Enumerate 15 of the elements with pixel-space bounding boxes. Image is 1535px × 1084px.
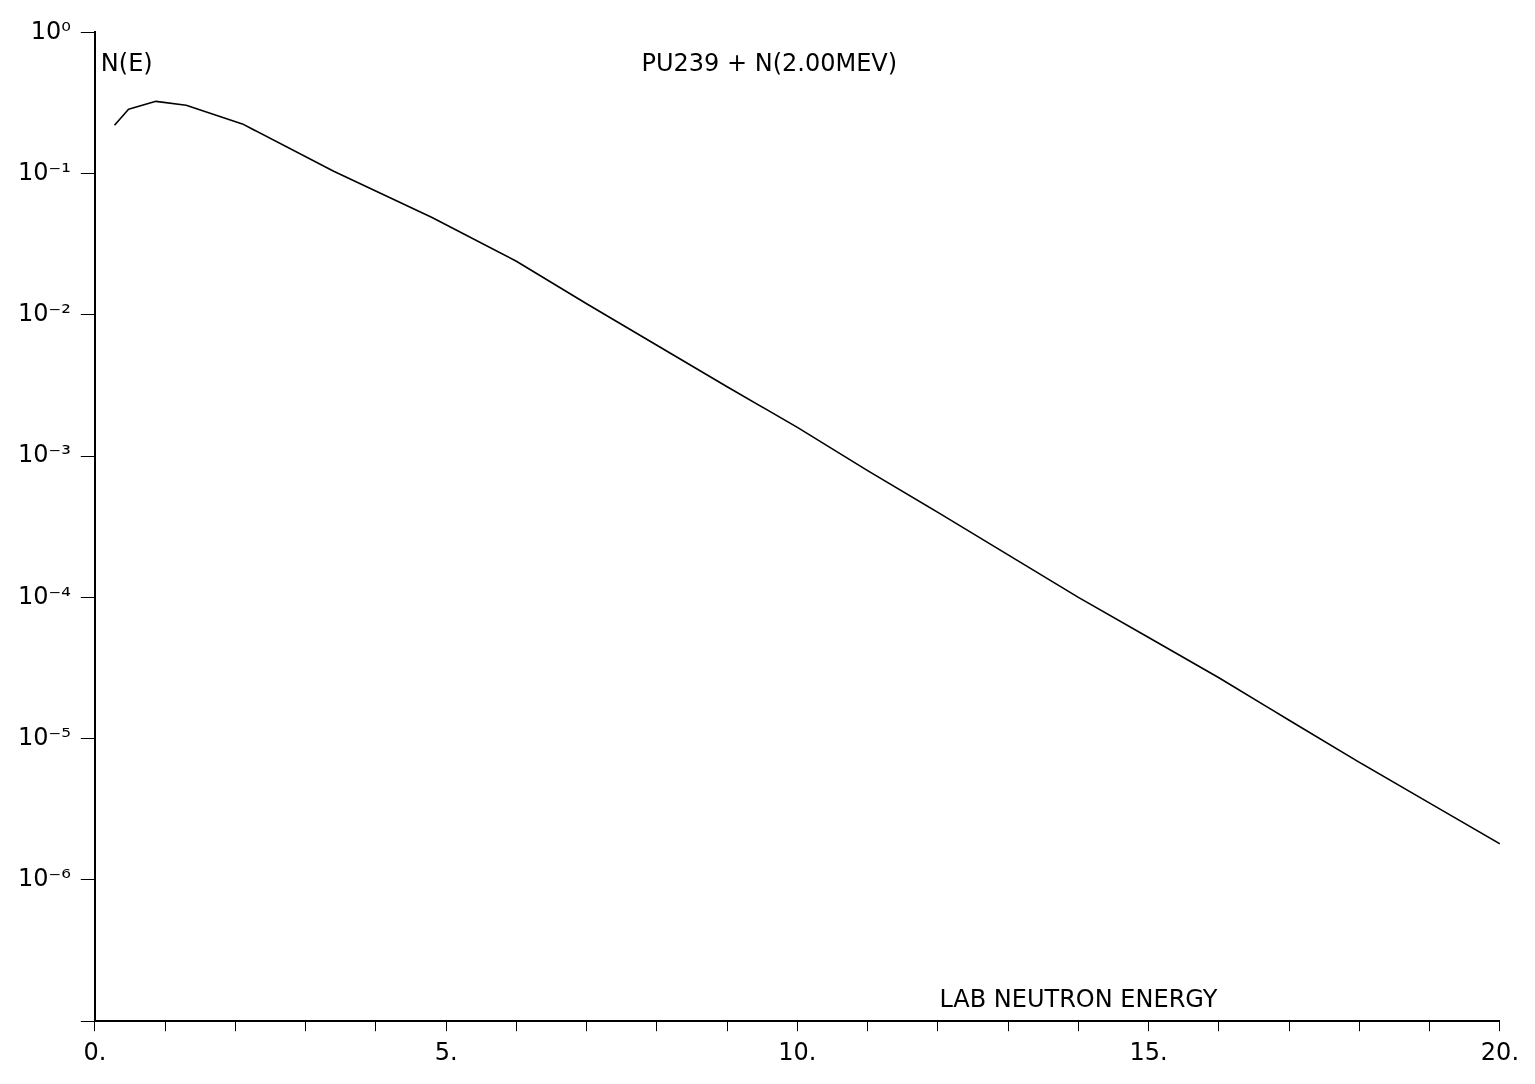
y-tick-label: 10⁻¹ [18,157,71,186]
x-tick-label: 15. [1129,1037,1168,1066]
x-tick-label: 20. [1480,1037,1519,1066]
x-axis-title: LAB NEUTRON ENERGY [939,985,1218,1014]
y-tick-label: 10⁻² [18,299,71,328]
y-tick-label: 10⁰ [30,16,71,45]
x-tick-label: 5. [434,1037,458,1066]
y-tick-label: 10⁻⁵ [18,722,71,751]
y-tick-label: 10⁻⁶ [18,864,71,893]
x-tick-label: 0. [83,1037,107,1066]
y-axis-title: N(E) [100,48,153,77]
y-tick-label: 10⁻⁴ [18,581,71,610]
x-tick-label: 10. [778,1037,817,1066]
text: PU239 + N(2.00MEV) [641,48,898,77]
y-tick-label: 10⁻³ [18,440,71,469]
